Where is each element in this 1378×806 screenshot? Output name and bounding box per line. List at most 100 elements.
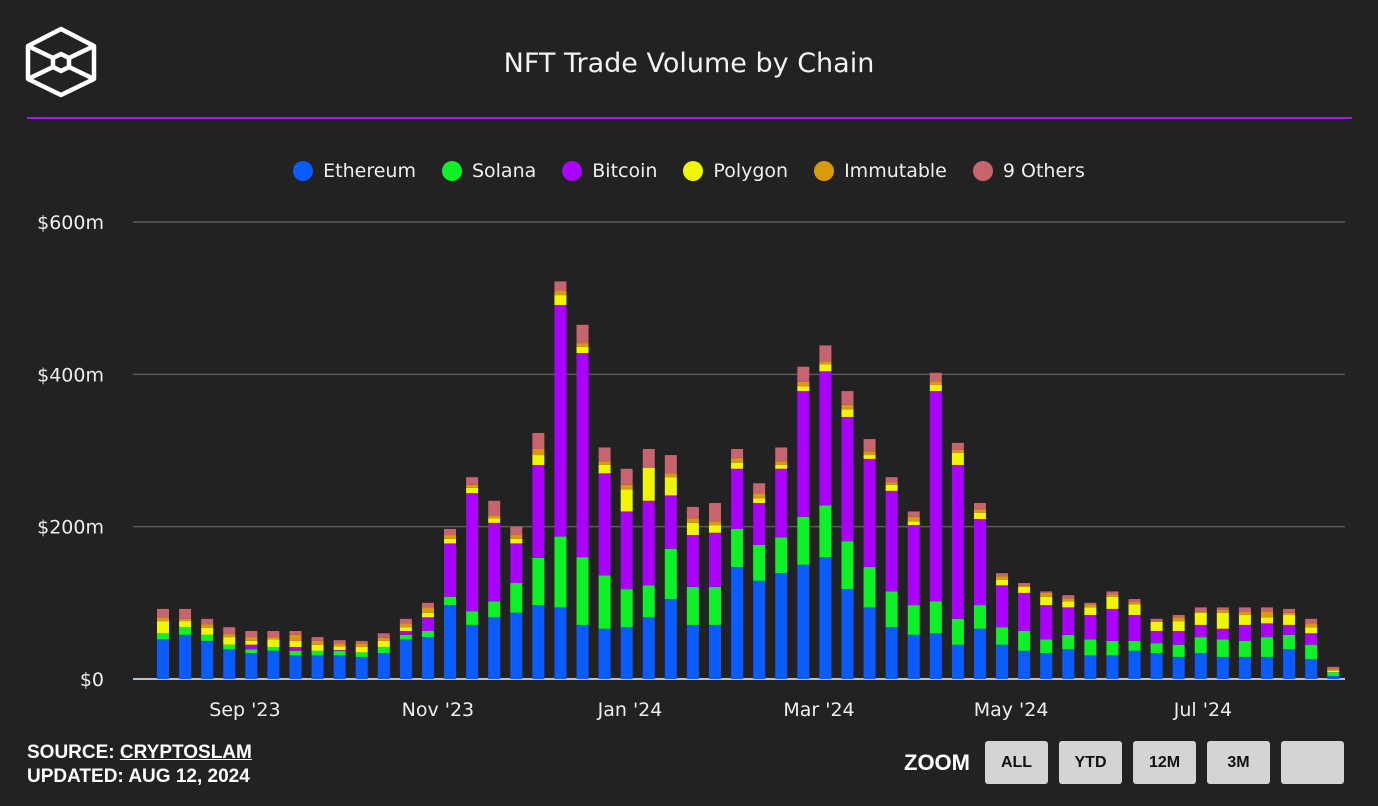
bar-segment-ethereum: [267, 650, 280, 679]
bar-segment-ethereum: [709, 624, 721, 679]
zoom-all-button[interactable]: ALL: [985, 741, 1048, 784]
bar-segment-ethereum: [1283, 649, 1296, 679]
bar-segment-polygon: [1018, 586, 1031, 593]
bar-segment-polygon: [1305, 627, 1318, 634]
bar-segment-bitcoin: [245, 644, 258, 650]
y-tick-label: $400m: [37, 364, 104, 386]
bar-segment-polygon: [1261, 617, 1273, 624]
bar-segment-bitcoin: [289, 647, 302, 651]
bar-segment-immutable: [841, 404, 854, 410]
bar-segment-9-others: [598, 447, 611, 462]
zoom-3m-button[interactable]: 3M: [1207, 741, 1270, 784]
bar-segment-bitcoin: [488, 522, 501, 602]
bar-segment-ethereum: [885, 627, 898, 679]
bar-segment-immutable: [951, 449, 964, 453]
bar-segment-9-others: [333, 640, 346, 644]
bar-segment-polygon: [1172, 621, 1185, 632]
bar-segment-ethereum: [245, 653, 258, 679]
bar-segment-immutable: [554, 290, 567, 296]
bar-segment-solana: [797, 516, 810, 565]
bar-segment-9-others: [620, 468, 633, 485]
bar-segment-9-others: [686, 506, 699, 519]
bar-segment-9-others: [267, 631, 280, 638]
bar-segment-ethereum: [753, 580, 766, 679]
bar-segment-polygon: [951, 452, 964, 465]
bar-segment-bitcoin: [664, 495, 677, 549]
legend-item[interactable]: Ethereum: [293, 160, 416, 182]
legend-item[interactable]: Polygon: [683, 160, 788, 182]
source-link[interactable]: CRYPTOSLAM: [119, 742, 252, 763]
bar-segment-immutable: [753, 493, 766, 499]
legend-item[interactable]: Solana: [441, 160, 536, 182]
x-tick-label: May '24: [974, 699, 1049, 721]
bar-segment-bitcoin: [576, 353, 589, 558]
bar-segment-immutable: [157, 617, 169, 622]
bar-segment-solana: [709, 586, 721, 625]
legend-item[interactable]: 9 Others: [972, 160, 1085, 182]
bar-segment-bitcoin: [1040, 605, 1053, 640]
bar-segment-bitcoin: [510, 543, 523, 584]
bar-segment-immutable: [488, 515, 501, 519]
legend-label: Ethereum: [323, 160, 416, 182]
bar-segment-immutable: [1084, 604, 1097, 608]
bar-segment-solana: [1062, 634, 1075, 650]
bar-segment-9-others: [311, 637, 324, 641]
bar-segment-immutable: [885, 482, 898, 485]
x-tick-label: Mar '24: [783, 699, 854, 721]
bar-segment-ethereum: [1305, 659, 1318, 679]
bar-segment-ethereum: [1040, 653, 1053, 679]
bar-segment-ethereum: [1128, 650, 1141, 679]
bar-segment-polygon: [399, 627, 412, 632]
bar-segment-ethereum: [179, 634, 192, 679]
legend-item[interactable]: Immutable: [814, 160, 947, 182]
legend-item[interactable]: Bitcoin: [562, 160, 657, 182]
bar-segment-solana: [201, 634, 214, 641]
bar-segment-9-others: [797, 366, 810, 382]
bar-segment-immutable: [1283, 612, 1296, 616]
chart-title: NFT Trade Volume by Chain: [503, 48, 875, 79]
bar-segment-ethereum: [510, 612, 523, 679]
bar-segment-ethereum: [1261, 656, 1273, 679]
bar-segment-ethereum: [1106, 655, 1119, 679]
bar-segment-bitcoin: [996, 585, 1009, 628]
bar-segment-polygon: [1128, 604, 1141, 616]
bar-segment-ethereum: [444, 605, 457, 679]
bar-segment-ethereum: [996, 644, 1009, 679]
legend-dot-icon: [293, 161, 314, 181]
bar-segment-solana: [598, 575, 611, 629]
bar-segment-immutable: [973, 509, 986, 513]
bar-segment-polygon: [157, 621, 169, 634]
bar-segment-ethereum: [488, 617, 501, 679]
bar-segment-solana: [1106, 640, 1119, 656]
legend-dot-icon: [562, 161, 583, 181]
bar-segment-immutable: [1128, 602, 1141, 605]
bar-segment-bitcoin: [1150, 631, 1163, 644]
bar-segment-solana: [731, 528, 744, 568]
bar-segment-solana: [951, 618, 964, 645]
bar-segment-9-others: [355, 640, 368, 644]
bar-segment-solana: [488, 601, 501, 618]
bar-segment-immutable: [1062, 598, 1075, 602]
bar-segment-immutable: [510, 535, 523, 539]
bar-segment-ethereum: [797, 564, 810, 679]
bar-segment-bitcoin: [973, 519, 986, 606]
zoom-ytd-button[interactable]: YTD: [1059, 741, 1122, 784]
bar-segment-9-others: [1150, 618, 1163, 622]
bar-segment-immutable: [1106, 594, 1119, 597]
zoom-12m-button[interactable]: 12M: [1133, 741, 1196, 784]
bar-segment-ethereum: [1172, 656, 1185, 679]
bar-segment-immutable: [1261, 611, 1273, 618]
bar-segment-immutable: [355, 643, 368, 648]
bar-segment-ethereum: [907, 634, 920, 679]
bar-segment-bitcoin: [1305, 633, 1318, 645]
bar-segment-solana: [289, 650, 302, 656]
legend-label: Immutable: [844, 160, 947, 182]
bar-segment-bitcoin: [907, 525, 920, 606]
bar-segment-solana: [1327, 672, 1340, 676]
bar-segment-ethereum: [775, 573, 788, 679]
bar-segment-ethereum: [576, 624, 589, 679]
bar-segment-polygon: [1194, 612, 1207, 625]
zoom-blank-button[interactable]: [1281, 741, 1344, 784]
bar-segment-9-others: [466, 477, 479, 485]
